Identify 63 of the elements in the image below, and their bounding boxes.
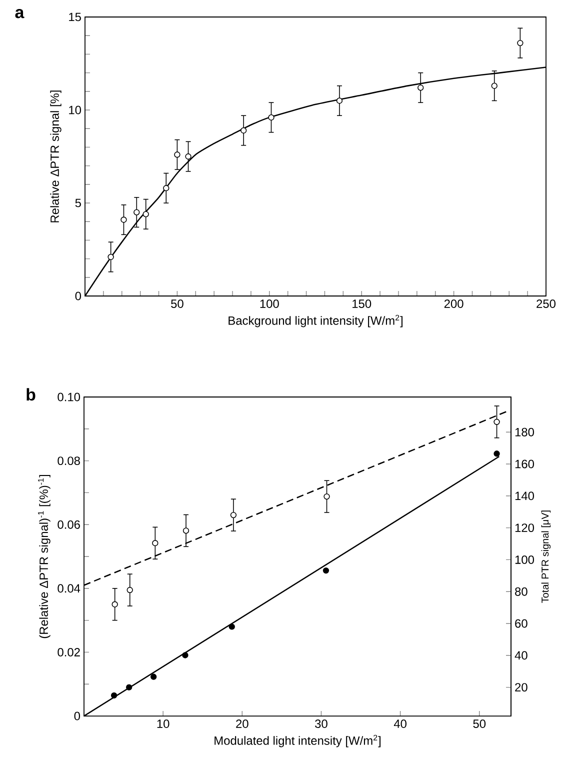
- y2-tick-label: 120: [515, 524, 534, 532]
- y2-tick-label: 20: [515, 683, 528, 692]
- y2-tick-label: 100: [515, 555, 534, 564]
- y-axis-title: Relative ΔPTR signal [%]: [50, 90, 62, 222]
- point: [120, 216, 127, 223]
- y-tick-label: 0.02: [58, 648, 80, 656]
- x-tick-label: 200: [444, 300, 464, 308]
- point: [126, 684, 132, 690]
- x-tick-label: 50: [171, 300, 184, 308]
- point: [230, 512, 237, 518]
- point: [142, 211, 149, 218]
- point: [152, 540, 158, 546]
- chart-title: b: [26, 388, 36, 401]
- point: [494, 418, 500, 425]
- x-axis-title: Background light intensity [W/m$^{2}$]: [228, 314, 402, 328]
- point: [494, 450, 500, 457]
- point: [491, 82, 498, 89]
- y-tick-label: 0: [75, 292, 82, 300]
- x-axis-title: Modulated light intensity [W/m$^{2}$]: [214, 734, 381, 748]
- y2-tick-label: 140: [515, 492, 534, 500]
- y-tick-label: 15: [69, 12, 81, 22]
- y2-tick-label: 180: [515, 428, 534, 436]
- point: [163, 185, 170, 192]
- x-tick-label: 250: [536, 300, 556, 308]
- x-tick-label: 30: [315, 720, 328, 728]
- y-tick-label: 0.04: [58, 584, 80, 593]
- y-tick-label: 0.10: [58, 392, 80, 402]
- point: [322, 567, 330, 574]
- point: [182, 528, 190, 534]
- point: [418, 84, 424, 91]
- x-tick-label: 40: [394, 720, 406, 728]
- point: [108, 254, 114, 260]
- x-tick-label: 20: [236, 720, 248, 728]
- point: [517, 40, 524, 46]
- y2-tick-label: 40: [514, 651, 528, 660]
- y-axis-title: (Relative ΔPTR signal)$^{-1}$ [(%)$^{-1}$]: [38, 475, 50, 638]
- point: [240, 127, 247, 134]
- point: [134, 209, 140, 216]
- point: [336, 98, 343, 104]
- point: [110, 692, 118, 699]
- y2-tick-label: 80: [515, 587, 528, 596]
- y2-tick-label: 60: [515, 619, 528, 628]
- x-tick-label: 10: [157, 720, 170, 728]
- y-tick-label: 0.08: [58, 456, 80, 466]
- y2-axis-title: Total PTR signal [μV]: [541, 510, 551, 603]
- point: [150, 674, 157, 680]
- y-tick-label: 0.06: [58, 520, 80, 529]
- chart-title: a: [15, 8, 24, 18]
- point: [182, 652, 188, 658]
- point: [174, 152, 180, 158]
- point: [126, 586, 133, 594]
- point: [228, 624, 235, 630]
- y-tick-label: 5: [75, 198, 81, 208]
- y-tick-label: 0: [74, 712, 80, 720]
- point: [185, 153, 192, 160]
- x-tick-label: 150: [352, 300, 372, 308]
- x-tick-label: 100: [260, 300, 279, 308]
- point: [268, 114, 274, 121]
- y-tick-label: 10: [69, 106, 82, 114]
- point: [112, 601, 118, 608]
- y2-tick-label: 160: [515, 460, 534, 468]
- x-tick-label: 50: [473, 720, 486, 728]
- point: [324, 493, 330, 500]
